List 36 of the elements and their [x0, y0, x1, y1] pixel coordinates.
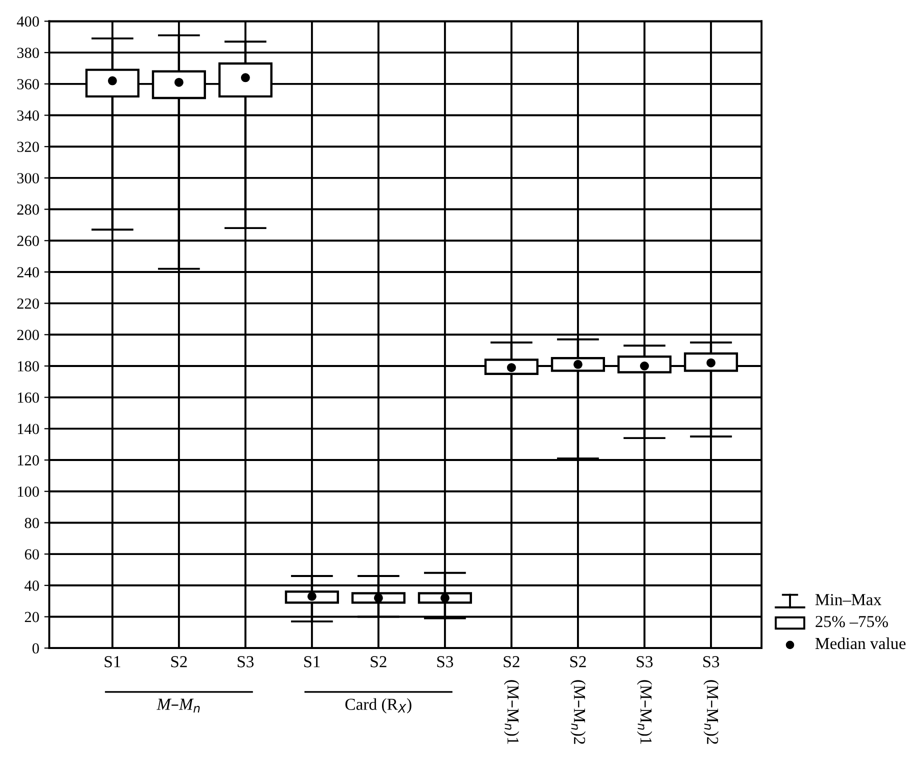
y-tick-label: 200: [17, 330, 39, 340]
y-tick-label: 220: [17, 298, 39, 309]
y-tick-label: 100: [18, 486, 39, 497]
y-tick-label: 20: [24, 612, 39, 622]
y-tick-label: 0: [32, 643, 39, 654]
text: Median value: [815, 637, 906, 650]
y-tick-label: 240: [17, 267, 39, 278]
text: M–M$_{n}$: [156, 698, 200, 712]
y-tick-label: 400: [16, 16, 39, 27]
y-tick-label: 60: [24, 549, 39, 560]
y-tick-label: 180: [18, 361, 39, 372]
x-tick-label: S1: [104, 656, 120, 668]
y-tick-label: 280: [17, 204, 39, 215]
y-tick-label: 320: [17, 142, 39, 152]
text: 25% –75%: [816, 616, 888, 628]
y-tick-label: 360: [17, 79, 39, 90]
x-tick-label: S1: [304, 656, 320, 668]
y-tick-label: 40: [24, 580, 39, 591]
y-tick-label: 160: [18, 392, 39, 403]
y-tick-label: 260: [17, 236, 39, 246]
x-tick-label: S3: [437, 656, 454, 668]
x-tick-label: S2 (M–M$_{n}$)1: [504, 656, 520, 744]
y-tick-label: 120: [18, 455, 39, 466]
y-tick-label: 140: [18, 424, 39, 434]
text: Card (R$_{X}$): [345, 698, 412, 714]
y-tick-label: 80: [24, 518, 39, 528]
x-tick-label: S3: [238, 656, 254, 668]
x-tick-label: S2: [171, 656, 187, 668]
x-tick-label: S2: [370, 656, 386, 668]
x-tick-label: S2 (M–M$_{n}$)2: [570, 656, 586, 744]
x-tick-label: S3 (M–M$_{n}$)2: [703, 656, 720, 744]
x-tick-label: S3 (M–M$_{n}$)1: [636, 656, 653, 744]
y-tick-label: 380: [17, 48, 39, 58]
y-tick-label: 300: [17, 173, 39, 184]
text: Min–Max: [815, 594, 882, 606]
y-tick-label: 340: [17, 110, 39, 121]
